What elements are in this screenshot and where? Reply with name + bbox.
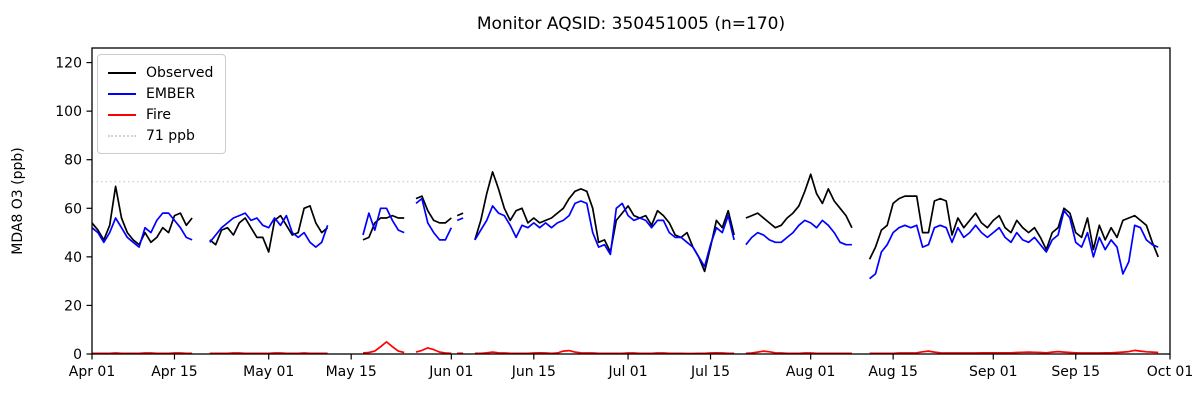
x-tick-label: Aug 01 [786,364,836,380]
series-observed-segment-3 [415,195,452,224]
legend-label-threshold: 71 ppb [146,127,195,144]
series-fire-segment-3 [415,347,452,355]
x-tick-label: Jul 15 [690,364,730,380]
fire-line-swatch [108,113,136,116]
legend-label-fire: Fire [146,106,171,123]
series-ember-segment-0 [91,212,193,248]
legend-item-observed: Observed [108,62,213,83]
x-tick-label: May 15 [326,364,377,380]
legend-item-fire: Fire [108,104,213,125]
x-tick-label: Oct 01 [1147,364,1193,380]
legend-item-threshold: 71 ppb [108,125,213,146]
observed-line-swatch [108,71,136,74]
ember-line-swatch [108,92,136,95]
series-observed-segment-1 [209,205,329,253]
legend-label-observed: Observed [146,64,214,81]
series-ember-segment-7 [869,209,1159,280]
series-observed-segment-5 [474,171,735,273]
series-observed-segment-2 [362,214,405,241]
x-tick-label: Jun 15 [511,364,556,380]
x-tick-label: Jun 01 [428,364,473,380]
y-tick-label: 0 [73,347,82,363]
x-tick-label: May 01 [243,364,294,380]
series-ember-segment-2 [362,207,405,236]
series-fire-segment-2 [362,341,405,354]
series-ember-segment-1 [209,212,329,248]
series-ember-segment-4 [456,217,464,222]
legend-item-ember: EMBER [108,83,213,104]
x-tick-label: Sep 01 [969,364,1018,380]
series-observed-segment-6 [745,173,853,229]
series-ember-segment-5 [474,200,735,268]
y-tick-label: 20 [64,298,82,314]
series-ember-segment-3 [415,197,453,241]
legend-label-ember: EMBER [146,85,196,102]
legend: Observed EMBER Fire 71 ppb [97,54,227,154]
plot-frame [91,47,1171,355]
series-fire-segment-6 [745,350,852,355]
x-tick-label: Sep 15 [1051,364,1100,380]
series-observed-segment-7 [868,195,1159,260]
x-tick-label: Jul 01 [607,364,647,380]
series-fire-segment-7 [869,349,1159,355]
threshold-line-swatch [108,134,136,137]
series-ember-segment-6 [745,219,852,246]
y-tick-label: 60 [64,201,82,217]
series-fire-segment-5 [474,349,735,355]
y-tick-label: 120 [55,56,82,72]
chart-title: Monitor AQSID: 350451005 (n=170) [476,14,786,34]
x-tick-label: Apr 01 [69,364,115,380]
x-tick-label: Aug 15 [868,364,918,380]
x-tick-label: Apr 15 [151,364,197,380]
y-tick-label: 40 [64,250,82,266]
series-observed-segment-4 [456,212,464,217]
y-tick-label: 80 [64,153,82,169]
y-tick-label: 100 [55,104,82,120]
